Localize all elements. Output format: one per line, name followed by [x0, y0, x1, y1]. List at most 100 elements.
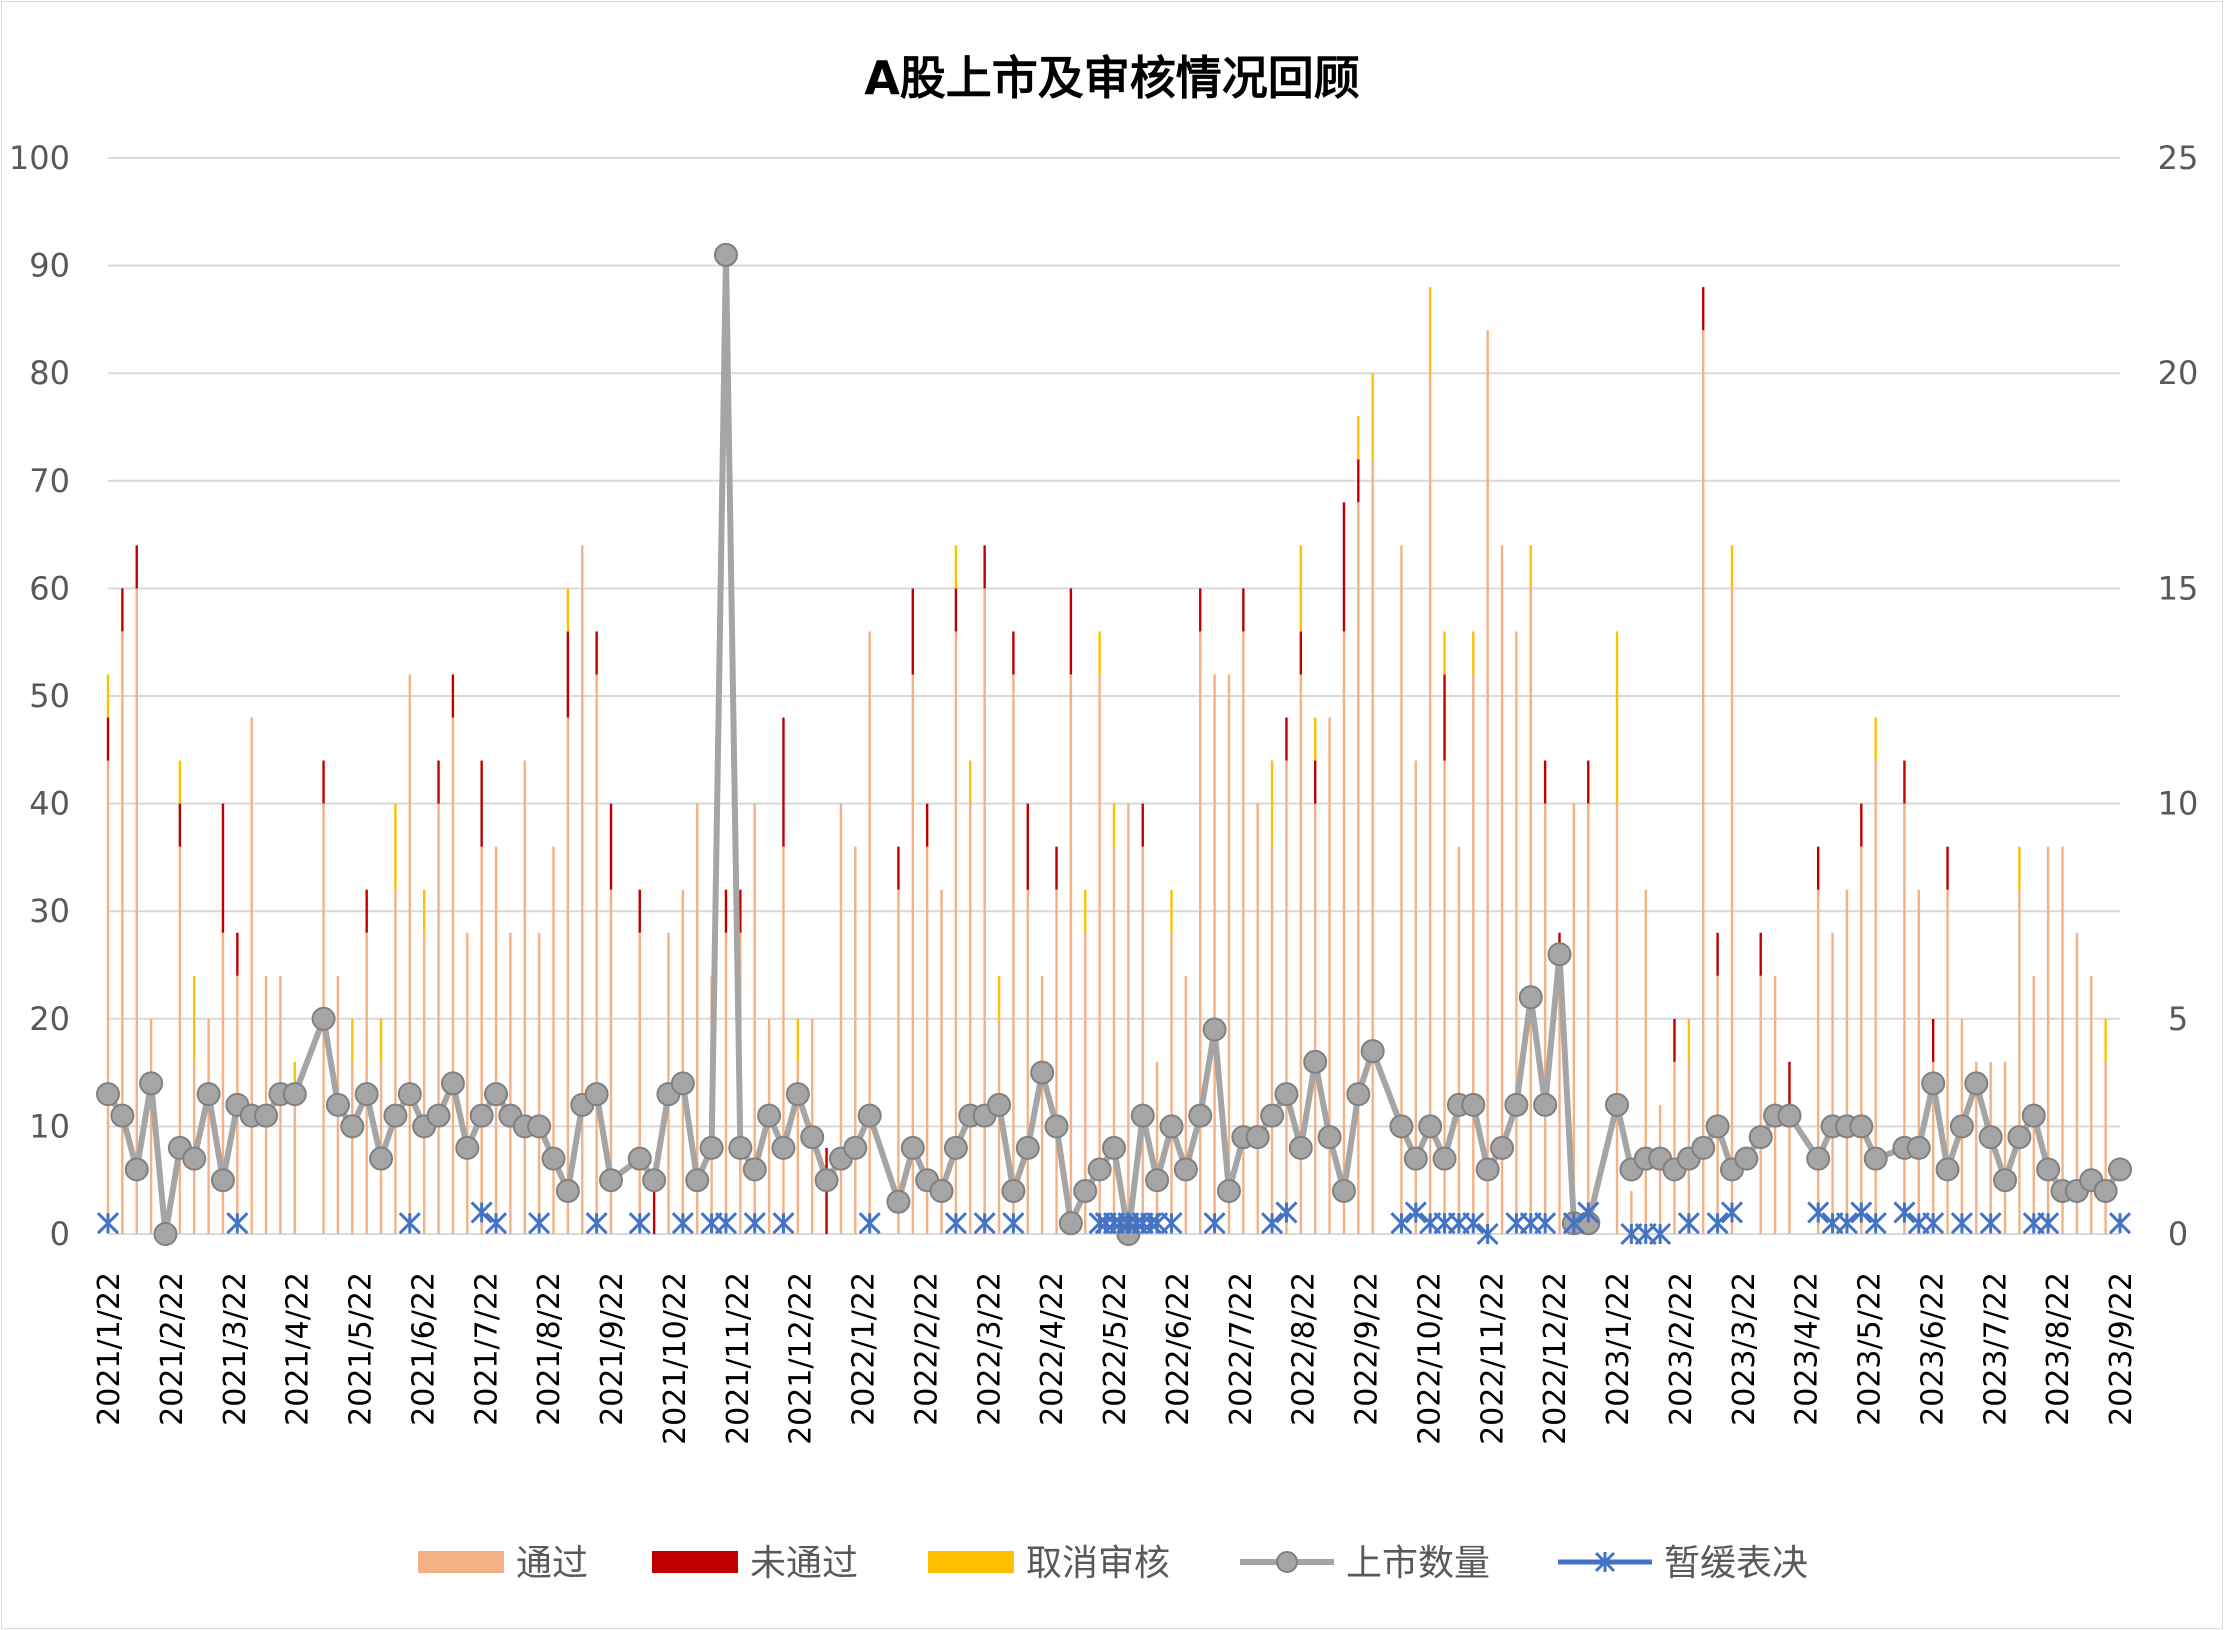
- deferred-marker: [1893, 1201, 1916, 1224]
- bar-pass: [552, 846, 555, 1234]
- listing-point: [397, 1082, 422, 1107]
- x-tick-label: 2022/10/22: [1412, 1272, 1447, 1445]
- bar-fail: [911, 588, 914, 675]
- bar-cancel: [193, 975, 196, 1062]
- deferred-marker: [1404, 1201, 1427, 1224]
- bar-pass: [2075, 932, 2079, 1234]
- listing-point: [2108, 1157, 2132, 1182]
- deferred-marker: [2037, 1212, 2060, 1235]
- bar-fail: [178, 803, 182, 847]
- bar-pass: [351, 1061, 354, 1234]
- listing-point: [340, 1114, 365, 1139]
- bar-fail: [437, 760, 440, 804]
- bar-pass: [581, 545, 584, 1234]
- listing-point: [1849, 1114, 1874, 1139]
- deferred-marker: [1950, 1212, 1973, 1235]
- legend-label: 上市数量: [1346, 1543, 1490, 1584]
- bar-pass: [1213, 674, 1216, 1234]
- bar-cancel: [1371, 373, 1374, 460]
- listing-point: [1518, 985, 1543, 1010]
- deferred-marker: [1577, 1201, 1600, 1224]
- bar-cancel: [997, 975, 1001, 1019]
- bar-pass: [1270, 846, 1274, 1234]
- listing-point: [1389, 1114, 1414, 1139]
- listing-point: [685, 1168, 710, 1193]
- deferred-marker: [1534, 1212, 1557, 1235]
- deferred-marker: [1706, 1212, 1729, 1235]
- bar-pass: [1055, 889, 1058, 1234]
- deferred-marker: [226, 1212, 249, 1235]
- bar-pass: [1227, 674, 1231, 1234]
- bar-pass: [437, 803, 440, 1234]
- x-tick-label: 2022/8/22: [1287, 1272, 1322, 1426]
- x-tick-label: 2022/2/22: [909, 1272, 944, 1426]
- listing-point: [584, 1082, 609, 1107]
- listing-point: [1245, 1125, 1270, 1150]
- deferred-marker: [1720, 1201, 1744, 1224]
- listing-point: [1188, 1103, 1213, 1128]
- bar-pass: [1975, 1061, 1978, 1234]
- bar-pass: [1931, 1061, 1935, 1234]
- right-tick-label: 10: [2158, 785, 2199, 823]
- bar-pass: [1400, 545, 1403, 1234]
- bar-pass: [494, 846, 498, 1234]
- bar-pass: [1127, 803, 1130, 1234]
- listing-point: [1432, 1146, 1457, 1171]
- bar-pass: [121, 631, 124, 1234]
- chart-title: A股上市及审核情况回顾: [864, 51, 1360, 105]
- left-tick-label: 70: [29, 462, 70, 500]
- bar-fail: [1141, 803, 1144, 847]
- listing-point: [713, 242, 738, 267]
- listing-point: [1978, 1125, 2003, 1150]
- bar-fail: [1702, 287, 1705, 331]
- bar-pass: [566, 717, 570, 1234]
- listing-point: [440, 1071, 465, 1096]
- bar-fail: [236, 932, 239, 976]
- deferred-marker: [528, 1212, 551, 1235]
- bar-pass: [1342, 631, 1346, 1234]
- left-tick-label: 60: [29, 569, 70, 607]
- deferred-marker: [1649, 1222, 1672, 1246]
- listing-point: [1331, 1178, 1356, 1203]
- listing-point: [1748, 1125, 1773, 1150]
- listing-point: [1403, 1146, 1428, 1171]
- bar-pass: [1414, 760, 1417, 1234]
- listing-point: [1173, 1157, 1198, 1182]
- bar-pass: [897, 889, 900, 1234]
- bar-pass: [911, 674, 914, 1234]
- bar-pass: [1558, 975, 1561, 1234]
- bar-cancel: [394, 803, 397, 890]
- bar-fail: [1242, 588, 1245, 632]
- bar-pass: [1457, 846, 1461, 1234]
- listing-point: [2007, 1125, 2032, 1150]
- bar-pass: [250, 717, 253, 1234]
- bar-pass: [149, 1018, 153, 1234]
- legend-label: 暂缓表决: [1664, 1543, 1808, 1584]
- listing-point: [1202, 1017, 1227, 1042]
- bar-pass: [1472, 674, 1475, 1234]
- x-tick-label: 2021/5/22: [344, 1272, 379, 1426]
- bar-cancel: [1687, 1018, 1691, 1062]
- bar-pass: [1543, 803, 1547, 1234]
- listing-point: [1346, 1082, 1371, 1107]
- listing-point: [857, 1103, 882, 1128]
- bar-fail: [121, 588, 124, 632]
- bar-pass: [1242, 631, 1245, 1234]
- listing-point: [1949, 1114, 1974, 1139]
- listing-point: [1964, 1071, 1989, 1096]
- bar-cancel: [1098, 631, 1101, 675]
- listing-point: [311, 1006, 336, 1031]
- bar-pass: [1702, 330, 1705, 1234]
- listing-point: [354, 1082, 379, 1107]
- listing-point: [2021, 1103, 2046, 1128]
- listing-point: [182, 1146, 207, 1171]
- bar-pass: [2003, 1061, 2007, 1234]
- bar-cancel: [1428, 287, 1432, 374]
- bar-pass: [408, 674, 411, 1234]
- bar-pass: [724, 932, 728, 1234]
- legend-swatch: [418, 1551, 504, 1573]
- bar-pass: [1314, 803, 1317, 1234]
- x-tick-label: 2023/5/22: [1853, 1272, 1888, 1426]
- deferred-marker: [1462, 1212, 1485, 1235]
